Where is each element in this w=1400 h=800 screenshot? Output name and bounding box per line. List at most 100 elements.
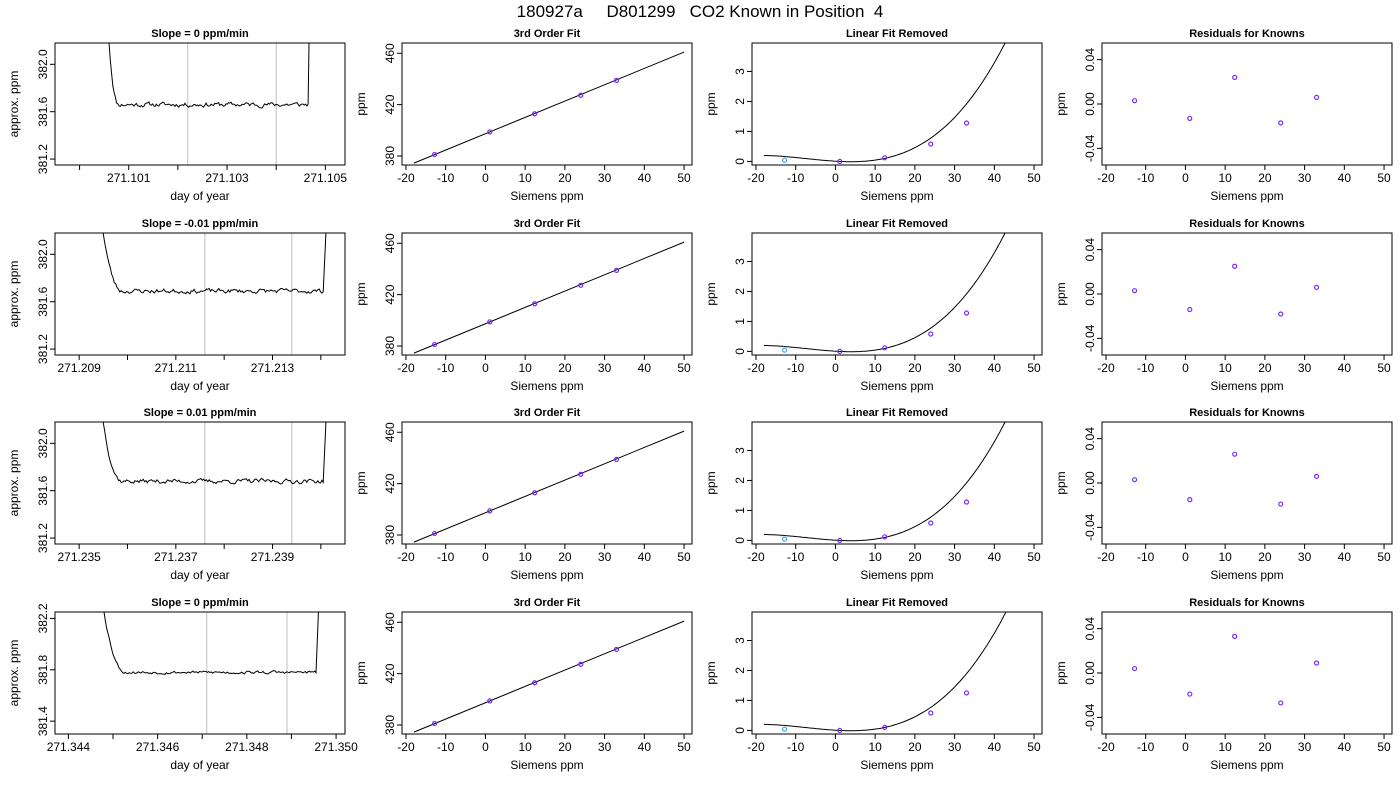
panel-r4-c3: Linear Fit Removed -20 -10 0 10 20 30 40 50 0 1 2 3 S… <box>704 597 1043 772</box>
data-point <box>578 471 584 477</box>
panel-r2-c2: 3rd Order Fit -20 -10 0 10 20 30 40 50 380 420 460 S… <box>354 218 693 393</box>
x-tick-label: 50 <box>677 740 691 754</box>
x-tick-label: 40 <box>638 361 652 375</box>
data-point <box>882 345 888 351</box>
x-tick-label: 271.348 <box>225 740 269 754</box>
x-tick-label: -20 <box>747 361 765 375</box>
plot-area <box>763 422 1006 544</box>
x-tick-label: 271.101 <box>107 171 151 185</box>
x-axis-label: day of year <box>170 568 229 582</box>
data-point <box>613 267 620 273</box>
y-axis-label: approx. ppm <box>7 450 21 517</box>
data-point <box>532 490 538 496</box>
data-point <box>1278 501 1284 507</box>
panel-r1-c4: Residuals for Knowns -20 -10 0 10 20 30 40 50 -0.… <box>1054 28 1393 203</box>
y-tick-label: -0.04 <box>1083 703 1097 731</box>
plot-frame <box>54 611 346 735</box>
data-point <box>578 92 584 98</box>
x-axis-label: day of year <box>170 758 229 772</box>
x-tick-label: -10 <box>787 740 805 754</box>
y-tick-label: 381.2 <box>36 523 50 553</box>
panel-title: 3rd Order Fit <box>514 28 581 40</box>
plot-area <box>413 620 685 733</box>
x-tick-label: 0 <box>1182 361 1189 375</box>
x-axis-label: Siemens ppm <box>860 379 933 393</box>
y-axis-label: ppm <box>704 282 718 305</box>
data-point <box>1187 497 1193 503</box>
x-tick-label: 20 <box>908 171 922 185</box>
y-tick-label: 381.2 <box>36 334 50 364</box>
panel-title: 3rd Order Fit <box>514 407 581 419</box>
y-tick-label: 380 <box>383 146 397 166</box>
data-point <box>1313 284 1320 290</box>
x-tick-label: 20 <box>558 361 572 375</box>
y-tick-label: 381.4 <box>36 706 50 736</box>
data-point <box>1313 473 1320 479</box>
x-tick-label: 30 <box>948 361 962 375</box>
data-point <box>1278 311 1284 317</box>
plot-frame <box>401 42 693 166</box>
plot-area <box>103 612 319 734</box>
y-tick-label: 1 <box>733 697 747 704</box>
panel-r3-c2: 3rd Order Fit -20 -10 0 10 20 30 40 50 380 420 460 S… <box>354 407 693 582</box>
panel-r2-c4: Residuals for Knowns -20 -10 0 10 20 30 40 50 -0.… <box>1054 218 1393 393</box>
data-point <box>1131 665 1138 672</box>
data-point <box>781 726 788 732</box>
y-tick-label: 420 <box>383 284 397 304</box>
x-tick-label: -10 <box>437 740 455 754</box>
y-tick-label: 460 <box>383 422 397 442</box>
data-point <box>882 534 888 540</box>
panel-r1-c1: Slope = 0 ppm/min 271.101 271.103 271.105 38… <box>7 28 347 203</box>
plot-frame <box>751 232 1043 356</box>
panel-r2-c1: Slope = -0.01 ppm/min 271.209 271.211 271.2… <box>7 218 346 393</box>
y-tick-label: 380 <box>383 715 397 735</box>
y-tick-label: 381.6 <box>36 475 50 505</box>
plot-frame <box>54 232 346 356</box>
x-tick-label: 271.344 <box>47 740 91 754</box>
data-point <box>928 141 934 147</box>
data-point <box>532 680 538 686</box>
data-point <box>613 646 620 652</box>
y-axis-label: ppm <box>704 92 718 115</box>
x-tick-label: -20 <box>747 171 765 185</box>
x-tick-label: 0 <box>832 550 839 564</box>
x-axis-label: Siemens ppm <box>1210 568 1283 582</box>
x-tick-label: 0 <box>832 740 839 754</box>
y-tick-label: 380 <box>383 525 397 545</box>
panel-r2-c3: Linear Fit Removed -20 -10 0 10 20 30 40 50 0 1 2 3 S… <box>704 218 1043 393</box>
y-tick-label: 460 <box>383 612 397 632</box>
x-axis-label: Siemens ppm <box>860 568 933 582</box>
data-point <box>1131 98 1138 104</box>
x-tick-label: 50 <box>1027 740 1041 754</box>
x-tick-label: 271.346 <box>136 740 180 754</box>
data-point <box>487 508 493 514</box>
data-point <box>781 347 788 353</box>
x-tick-label: 10 <box>1218 361 1232 375</box>
panel-r3-c1: Slope = 0.01 ppm/min 271.235 271.237 271.23… <box>7 407 346 582</box>
x-tick-label: -10 <box>437 550 455 564</box>
x-tick-label: -20 <box>1097 361 1115 375</box>
y-axis-label: ppm <box>354 92 368 115</box>
y-axis-label: ppm <box>704 471 718 494</box>
x-tick-label: -20 <box>747 550 765 564</box>
x-tick-label: 10 <box>518 550 532 564</box>
x-axis-label: Siemens ppm <box>510 189 583 203</box>
plot-area <box>1131 74 1320 126</box>
y-tick-label: 0.04 <box>1083 427 1097 451</box>
data-point <box>487 319 493 325</box>
data-point <box>613 77 620 83</box>
x-tick-label: -20 <box>1097 550 1115 564</box>
y-tick-label: 0.04 <box>1083 48 1097 72</box>
x-tick-label: -10 <box>437 361 455 375</box>
data-point <box>1313 94 1320 100</box>
x-tick-label: 10 <box>868 740 882 754</box>
data-point <box>837 727 843 734</box>
y-tick-label: 0.00 <box>1083 92 1097 116</box>
x-tick-label: 0 <box>482 740 489 754</box>
panel-r4-c1: Slope = 0 ppm/min 271.344 271.346 271.348 27… <box>7 597 358 772</box>
panel-title: Slope = 0.01 ppm/min <box>144 407 257 419</box>
x-tick-label: 271.350 <box>314 740 358 754</box>
data-point <box>963 120 970 126</box>
y-tick-label: 382.0 <box>36 428 50 458</box>
